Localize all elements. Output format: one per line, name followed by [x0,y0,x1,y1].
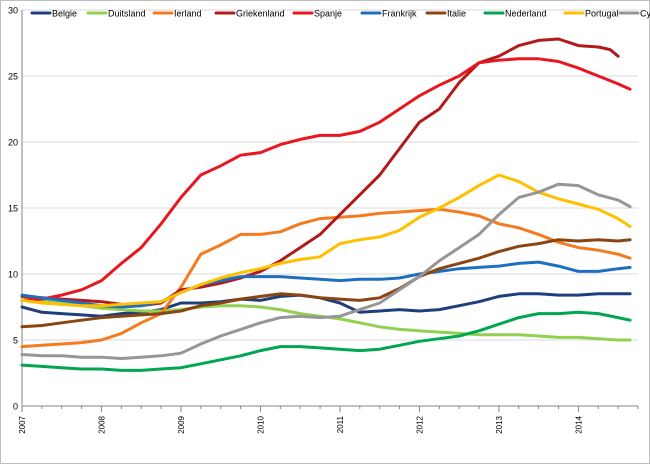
legend: Belgie Duitsland Ierland Griekenland Spanje F… [30,9,650,19]
legend-item-griekenland: Griekenland [214,9,285,19]
series-lines [20,37,632,372]
legend-item-cyprus: Cyprus [618,9,650,19]
x-tick-label: 2008 [97,415,106,433]
gridlines [22,9,638,341]
legend-label: Griekenland [236,9,285,19]
y-tick-label: 0 [13,402,18,412]
series-line-belgie [20,292,632,318]
legend-item-nederland: Nederland [483,9,547,19]
legend-item-portugal: Portugal [563,9,619,19]
y-tick-label: 30 [8,6,18,16]
legend-item-belgie: Belgie [30,9,77,19]
legend-label: Ierland [174,9,202,19]
legend-label: Frankrijk [382,9,417,19]
series-line-frankrijk [20,260,632,309]
legend-label: Spanje [314,9,342,19]
legend-label: Nederland [505,9,547,19]
series-line-portugal [20,173,632,308]
series-line-nederland [20,310,632,372]
series-line-italie [20,238,632,329]
legend-label: Portugal [585,9,619,19]
legend-label: Duitsland [108,9,146,19]
x-tick-label: 2014 [574,415,583,433]
y-tick-label: 20 [8,138,18,148]
y-tick-label: 15 [8,204,18,214]
x-tick-label: 2007 [18,415,27,433]
legend-item-duitsland: Duitsland [86,9,146,19]
series-line-cyprus [20,182,632,360]
y-tick-label: 10 [8,270,18,280]
legend-item-spanje: Spanje [292,9,342,19]
x-tick-label: 2012 [415,415,424,433]
y-tick-label: 25 [8,72,18,82]
x-tick-label: 2011 [336,415,345,433]
y-tick-label: 5 [13,336,18,346]
legend-label: Italie [447,9,466,19]
legend-item-italie: Italie [425,9,466,19]
legend-item-frankrijk: Frankrijk [360,9,417,19]
x-tick-label: 2009 [177,415,186,433]
x-tick-label: 2010 [256,415,265,433]
series-line-ierland [20,207,632,349]
legend-label: Cyprus [640,9,650,19]
legend-item-ierland: Ierland [152,9,202,19]
legend-label: Belgie [52,9,77,19]
axes: 0 5 10 15 20 25 30 2007 2008 2009 2010 2011 2012 2013… [8,6,639,434]
x-tick-label: 2013 [495,415,504,433]
series-line-spanje [20,57,632,302]
